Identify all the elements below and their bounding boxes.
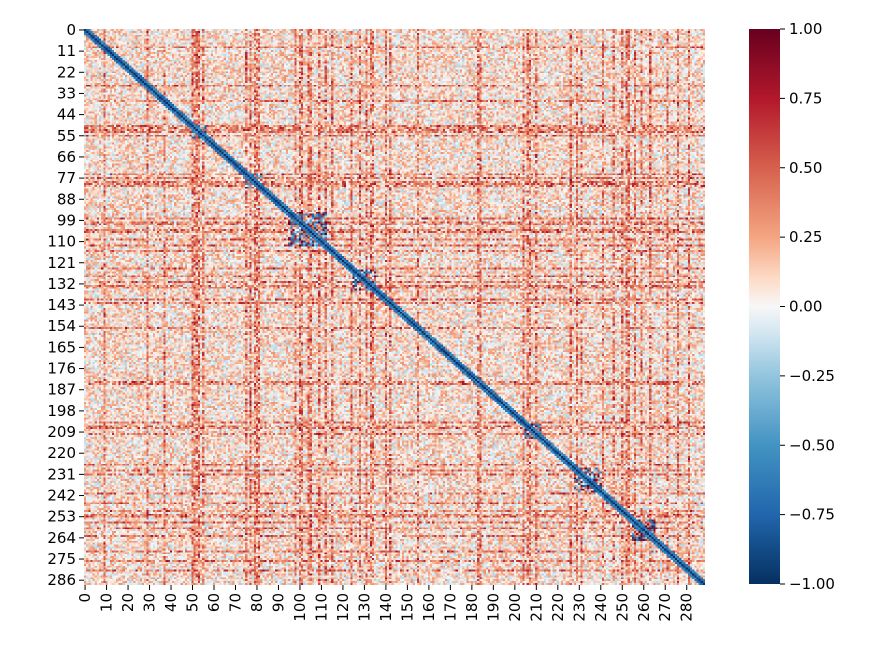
x-axis: 0 10 20 30 40 50 60 70 80 90 100 110 120 130 140 150 160… (76, 585, 696, 622)
y-tick-label: 121 (47, 254, 76, 272)
y-tick-label: 110 (47, 233, 76, 251)
x-tick-label: 110 (312, 593, 330, 622)
y-tick-label: 176 (47, 360, 76, 378)
x-tick-label: 40 (162, 593, 180, 612)
x-tick-label: 90 (269, 593, 287, 612)
colorbar-tick-label: −0.75 (789, 506, 835, 524)
x-tick-label: 80 (248, 593, 266, 612)
x-tick-label: 230 (570, 593, 588, 622)
y-tick-label: 132 (47, 275, 76, 293)
y-tick-label: 77 (57, 169, 76, 187)
y-tick-label: 154 (47, 317, 76, 335)
colorbar-tick-label: 0.75 (789, 89, 822, 107)
x-tick-label: 220 (549, 593, 567, 622)
y-tick-label: 231 (47, 465, 76, 483)
colorbar-axis: 1.00 0.75 0.50 0.25 0.00 −0.25 −0.50 −0.75 −1.00 (780, 20, 835, 593)
x-tick-label: 210 (527, 593, 545, 622)
x-tick-label: 70 (226, 593, 244, 612)
x-tick-label: 120 (334, 593, 352, 622)
colorbar-tick-label: 1.00 (789, 20, 822, 38)
y-tick-label: 88 (57, 190, 76, 208)
y-tick-label: 55 (57, 127, 76, 145)
y-tick-label: 253 (47, 508, 76, 526)
y-axis: 0 11 22 33 44 55 66 77 88 99 110 121 132 143 154 165 176… (47, 21, 84, 589)
x-tick-label: 150 (398, 593, 416, 622)
y-tick-label: 286 (47, 571, 76, 589)
y-tick-label: 187 (47, 381, 76, 399)
x-tick-label: 50 (184, 593, 202, 612)
x-tick-label: 30 (141, 593, 159, 612)
x-tick-label: 100 (291, 593, 309, 622)
x-tick-label: 130 (355, 593, 373, 622)
y-tick-label: 143 (47, 296, 76, 314)
y-tick-label: 66 (57, 148, 76, 166)
x-tick-label: 160 (420, 593, 438, 622)
y-tick-label: 165 (47, 338, 76, 356)
y-tick-label: 33 (57, 84, 76, 102)
x-tick-label: 260 (635, 593, 653, 622)
x-tick-label: 10 (98, 593, 116, 612)
x-tick-label: 20 (119, 593, 137, 612)
x-tick-label: 240 (592, 593, 610, 622)
y-tick-label: 220 (47, 444, 76, 462)
colorbar-tick-label: −1.00 (789, 575, 835, 593)
x-tick-label: 170 (441, 593, 459, 622)
y-tick-label: 0 (66, 21, 76, 39)
x-tick-label: 280 (678, 593, 696, 622)
colorbar-tick-label: 0.00 (789, 298, 822, 316)
x-tick-label: 250 (613, 593, 631, 622)
y-tick-label: 209 (47, 423, 76, 441)
y-tick-label: 99 (57, 211, 76, 229)
y-tick-label: 22 (57, 63, 76, 81)
x-tick-label: 200 (506, 593, 524, 622)
x-tick-label: 0 (76, 593, 94, 603)
x-tick-label: 60 (205, 593, 223, 612)
y-tick-label: 44 (57, 106, 76, 124)
colorbar-tick-label: −0.25 (789, 367, 835, 385)
heatmap-cells (84, 29, 705, 585)
y-tick-label: 11 (57, 42, 76, 60)
y-tick-label: 242 (47, 487, 76, 505)
colorbar-tick-label: −0.50 (789, 436, 835, 454)
x-tick-label: 140 (377, 593, 395, 622)
colorbar-tick-label: 0.25 (789, 228, 822, 246)
y-tick-label: 198 (47, 402, 76, 420)
y-tick-label: 275 (47, 550, 76, 568)
y-tick-label: 264 (47, 529, 76, 547)
colorbar (749, 29, 780, 584)
colorbar-tick-label: 0.50 (789, 159, 822, 177)
x-tick-label: 190 (484, 593, 502, 622)
heatmap-grid (84, 29, 705, 585)
x-tick-label: 180 (463, 593, 481, 622)
x-tick-label: 270 (656, 593, 674, 622)
